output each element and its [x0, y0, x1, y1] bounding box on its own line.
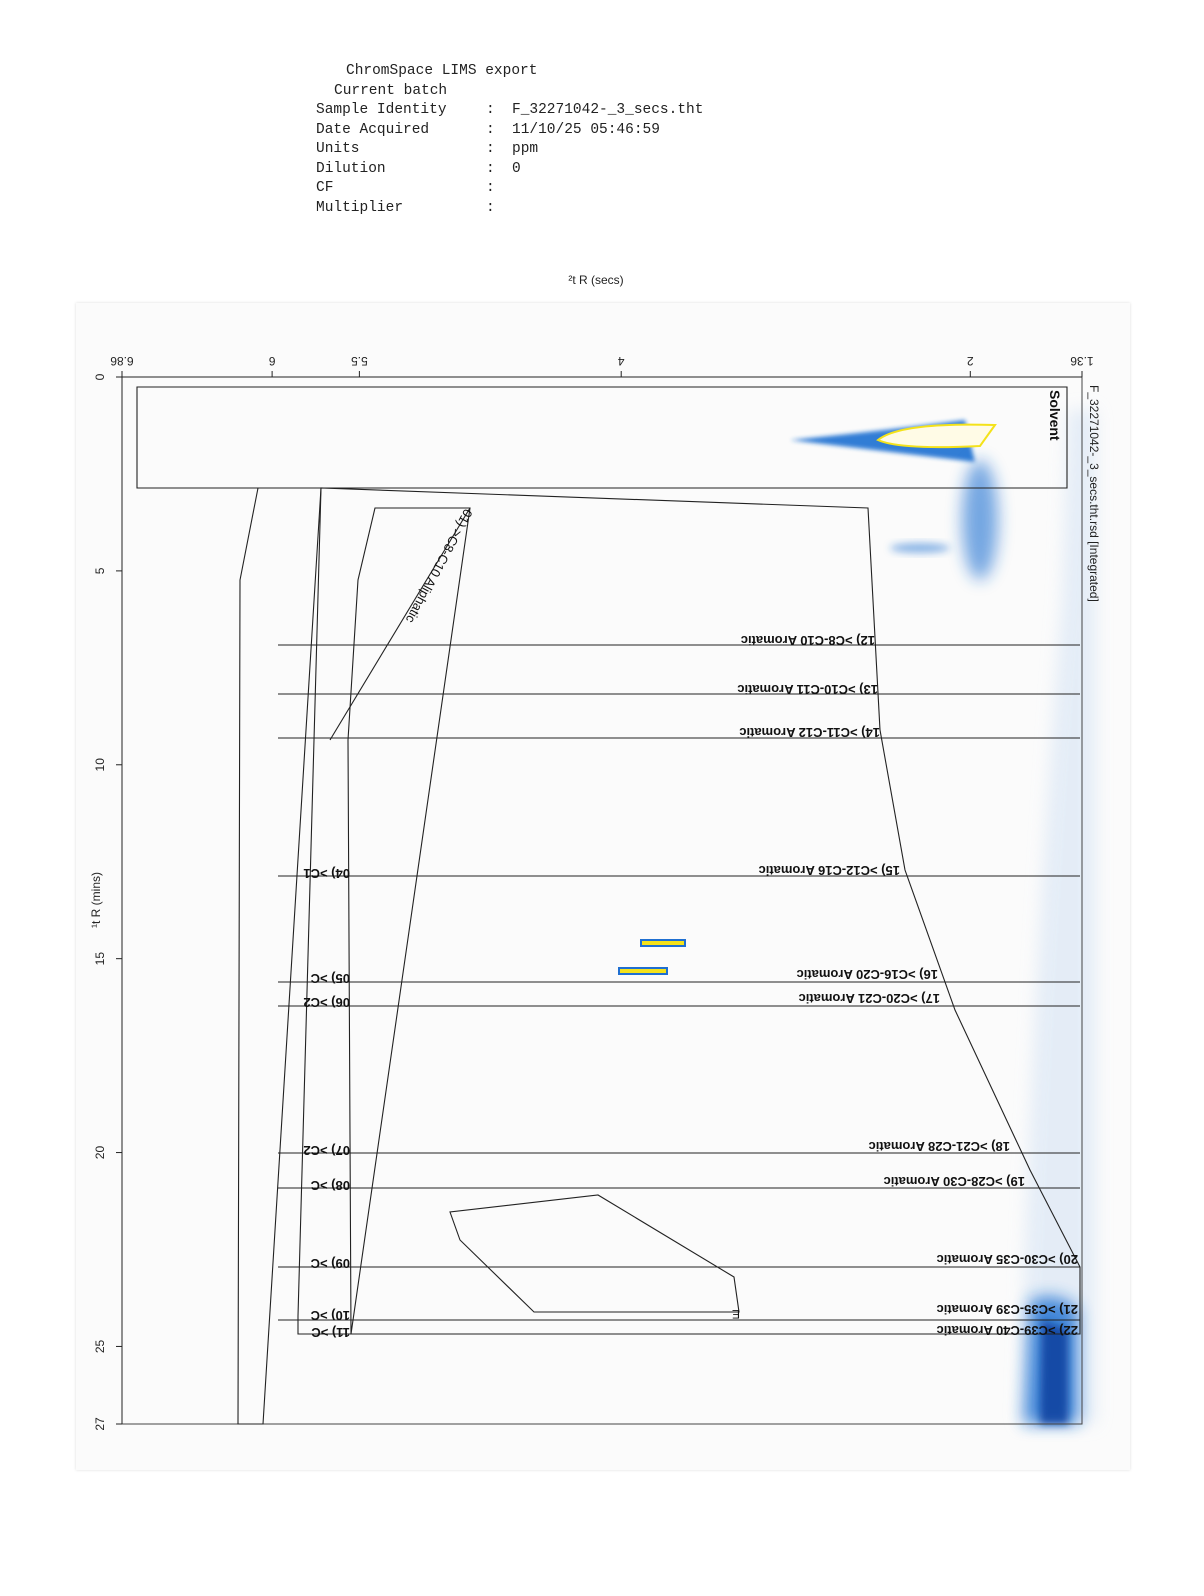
- region-label: 20) >C30-C35 Aromatic: [937, 1252, 1079, 1267]
- solvent-spread: [962, 460, 998, 580]
- region-boundaries: [136, 386, 1081, 1425]
- x-tick-label: 5.5: [351, 354, 368, 368]
- y-tick-label: 15: [93, 952, 107, 966]
- region-label: 15) >C12-C16 Aromatic: [759, 863, 901, 878]
- field-colon: :: [486, 141, 495, 157]
- region-polygon: [449, 1194, 740, 1313]
- region-polygon: [136, 386, 1068, 489]
- region-label: 19) >C28-C30 Aromatic: [884, 1174, 1026, 1189]
- peak-a: [640, 939, 686, 947]
- x-tick-label: 2: [967, 354, 974, 368]
- field-colon: :: [486, 180, 495, 196]
- region-label: 13) >C10-C11 Aromatic: [737, 682, 878, 697]
- field-value: 11/10/25 05:46:59: [512, 121, 660, 138]
- x-tick-label: 6: [268, 354, 275, 368]
- y-tick-label: 5: [93, 567, 107, 574]
- late-eluting-core: [1040, 1320, 1068, 1424]
- region-label: 06) >C2: [303, 995, 350, 1010]
- axes: 1.36 2 4 5.5 6 6.860 5 10 15 20 25 27 ²t R (secs) ¹t …: [89, 273, 1101, 1431]
- field-colon: :: [486, 199, 495, 216]
- field-dilution: Dilution:0: [316, 160, 703, 180]
- heatmap-layer: [618, 410, 1096, 1424]
- report-title: ChromSpace LIMS export: [346, 63, 538, 79]
- field-cf: CF:: [316, 179, 703, 199]
- field-label: Multiplier: [316, 199, 404, 216]
- field-value: 0: [512, 160, 521, 177]
- region-label: 04) >C1: [303, 866, 350, 881]
- field-units: Units: ppm: [316, 140, 703, 160]
- field-multiplier: Multiplier:: [316, 199, 703, 219]
- field-colon: :: [486, 121, 495, 138]
- y-tick-label: 0: [93, 373, 107, 380]
- region-label: E: [732, 1307, 740, 1321]
- region-divider: [329, 507, 471, 741]
- y-tick-label: 20: [93, 1146, 107, 1160]
- region-label: 17) >C20-C21 Aromatic: [799, 991, 941, 1006]
- y-tick-label: 25: [93, 1339, 107, 1353]
- y-tick-label: 27: [93, 1417, 107, 1431]
- region-label: 07) >C2: [303, 1143, 350, 1158]
- region-label: 16) >C16-C20 Aromatic: [797, 967, 939, 982]
- report-header: ChromSpace LIMS export Current batch Sam…: [316, 62, 703, 218]
- region-label: 12) >C8-C10 Aromatic: [741, 633, 875, 648]
- region-label: 18) >C21-C28 Aromatic: [869, 1139, 1011, 1154]
- batch-label: Current batch: [334, 82, 448, 99]
- chart-title: F_32271042-_3_secs.tht.rsd [Integrated]: [1087, 385, 1101, 602]
- region-label: 11) >C: [311, 1325, 350, 1340]
- region-labels: Solvent 01) >C8-C10 Aliphatic 04) >C1 05) >…: [303, 390, 1078, 1340]
- field-colon: :: [486, 160, 495, 177]
- plot-frame: [76, 303, 1130, 1470]
- minor-peak: [890, 543, 950, 553]
- region-polygon: [237, 487, 322, 1425]
- solvent-peak: [876, 423, 997, 449]
- background-band: [1020, 410, 1096, 1424]
- x-tick-label: 6.86: [110, 354, 134, 368]
- peak-b: [618, 967, 668, 975]
- field-value: ppm: [512, 141, 539, 157]
- y-axis-label: ¹t R (mins): [89, 872, 103, 928]
- field-value: F_32271042-_3_secs.tht: [512, 102, 704, 118]
- x-tick-label: 4: [618, 354, 625, 368]
- region-polygon: [297, 487, 1081, 1335]
- x-axis-label: ²t R (secs): [568, 273, 623, 287]
- region-label: 14) >C11-C12 Aromatic: [739, 725, 880, 740]
- field-label: Dilution: [316, 160, 386, 177]
- x-tick-label: 1.36: [1070, 354, 1094, 368]
- region-label: Solvent: [1047, 390, 1063, 441]
- region-label: 05) >C: [310, 971, 350, 986]
- field-sample-identity: Sample Identity: F_32271042-_3_secs.tht: [316, 101, 703, 121]
- field-colon: :: [486, 102, 495, 118]
- field-date-acquired: Date Acquired:11/10/25 05:46:59: [316, 121, 703, 141]
- region-label: 01) >C8-C10 Aliphatic: [403, 507, 476, 626]
- field-label: Sample Identity: [316, 102, 447, 118]
- region-polygon: [347, 507, 471, 1335]
- region-label: 08) >C: [310, 1178, 350, 1193]
- y-tick-label: 10: [93, 758, 107, 772]
- field-label: CF: [316, 180, 334, 196]
- region-label: 09) >C: [310, 1256, 350, 1271]
- region-label: 21) >C35-C39 Aromatic: [937, 1302, 1079, 1317]
- field-label: Units: [316, 141, 360, 157]
- region-label: 22) >C39-C40 Aromatic: [937, 1323, 1079, 1338]
- region-label: 10) >C: [310, 1308, 350, 1323]
- field-label: Date Acquired: [316, 121, 430, 138]
